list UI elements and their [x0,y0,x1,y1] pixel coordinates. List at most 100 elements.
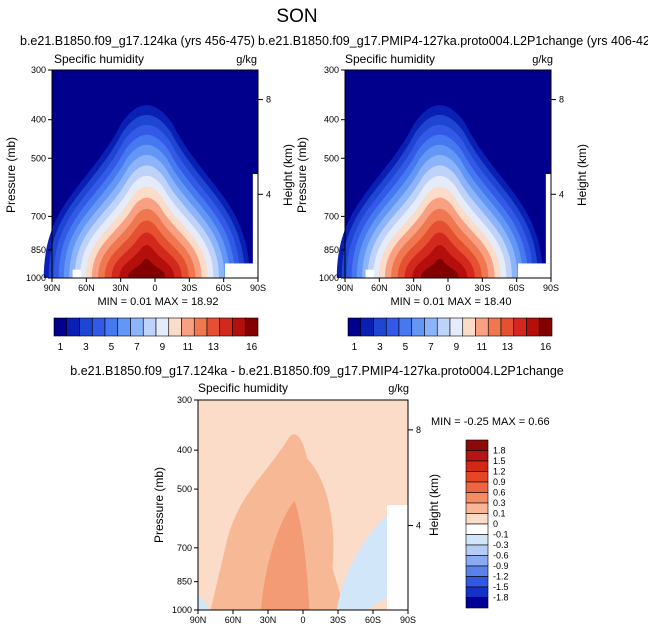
colorbar-label: -0.9 [493,561,509,571]
x-tick-label: 60S [365,615,381,625]
y-tick-label: 700 [324,211,339,221]
panel-a-title: b.e21.B1850.f09_g17.124ka (yrs 456-475) [20,34,255,48]
panel-diff-plot: 90N 60N 30N 0 30S 60S 90S 300 400 500 700 850 1000 8 4 [172,395,421,625]
x-tick-label: 60N [371,283,388,293]
colorbar-label: 1.2 [493,467,506,477]
colorbar-swatch [424,317,438,337]
colorbar-swatch [465,460,489,472]
panel-diff: b.e21.B1850.f09_g17.124ka - b.e21.B1850.… [70,364,563,625]
x-tick-label: 90S [250,283,266,293]
x-tick-label: 60N [225,615,242,625]
colorbar-swatch [79,317,93,337]
colorbar-label: 3 [377,342,383,353]
y2-tick-label: 4 [416,520,421,530]
colorbar-swatch [526,317,540,337]
colorbar-swatch [193,317,208,337]
colorbar-label: 9 [160,342,166,353]
colorbar-label: 0 [493,519,498,529]
contour-band-core [261,500,310,610]
colorbar-swatch [465,523,489,535]
x-tick-label: 0 [445,283,450,293]
colorbar-label: 1 [58,342,64,353]
colorbar-label: 5 [403,342,409,353]
x-tick-label: 90N [337,283,354,293]
topography-mask [225,263,258,278]
colorbar-swatch [91,317,106,337]
colorbar-swatch [398,317,413,337]
colorbar-swatch [232,317,246,337]
x-tick-label: 30S [181,283,197,293]
x-tick-label: 0 [300,615,305,625]
y-tick-label: 850 [324,245,339,255]
figure-title: SON [276,6,317,27]
y-tick-label: 1000 [319,273,339,283]
x-tick-label: 90S [400,615,416,625]
colorbar-label: 1.8 [493,446,506,456]
colorbar-label: 1.5 [493,456,506,466]
colorbar-label: 1 [352,342,358,353]
x-tick-label: 30N [112,283,129,293]
colorbar-label: 11 [183,342,194,353]
y-tick-label: 400 [31,115,46,125]
colorbar-swatch [465,597,489,609]
colorbar-swatch [513,317,527,337]
topography-mask [545,174,551,264]
colorbar-label: 7 [134,342,140,353]
y-tick-label: 700 [31,211,46,221]
colorbar-swatch [130,317,144,337]
colorbar-swatch [219,317,233,337]
colorbar-swatch [500,317,515,337]
y-tick-label: 300 [31,65,46,75]
y-tick-label: 500 [177,484,192,494]
x-tick-label: 30N [405,283,422,293]
panel-b-plot: 90N 60N 30N 0 30S 60S 90S 300 400 500 700 850 1000 8 4 [319,65,564,293]
y2-tick-label: 4 [266,189,271,199]
y-tick-label: 1000 [26,273,46,283]
panel-a-units: g/kg [236,54,257,66]
contour-band [420,258,459,278]
colorbar-swatch [347,317,362,337]
colorbar-swatch [373,317,387,337]
colorbar-label: -1.2 [493,572,509,582]
panel-b-stats: MIN = 0.01 MAX = 18.40 [390,296,511,308]
panel-b-variable: Specific humidity [345,52,435,66]
colorbar-swatch [360,317,374,337]
colorbar-label: -1.5 [493,582,509,592]
y2-tick-label: 8 [559,95,564,105]
x-tick-label: 30S [330,615,346,625]
contour-band-negative [198,593,211,610]
panel-a-variable: Specific humidity [54,52,144,66]
colorbar-swatch [411,317,425,337]
colorbar-swatch [449,317,464,337]
y-tick-label: 500 [324,153,339,163]
colorbar-swatch [465,513,489,525]
colorbar-swatch [538,317,553,337]
colorbar-label: -0.6 [493,551,509,561]
colorbar-swatch [53,317,68,337]
colorbar-label: -0.3 [493,540,509,550]
colorbar-swatch [465,471,489,483]
x-tick-label: 30N [260,615,277,625]
colorbar-swatch [104,317,119,337]
colorbar-swatch [465,555,489,567]
x-tick-label: 30S [474,283,490,293]
colorbar-label: -1.8 [493,593,509,603]
topography-mask [387,505,408,610]
x-tick-label: 60S [216,283,232,293]
panel-diff-ylabel: Pressure (mb) [152,467,166,543]
colorbar-label: 0.3 [493,498,506,508]
colorbar-swatch [142,317,157,337]
y2-tick-label: 8 [266,95,271,105]
colorbar-label: 13 [208,342,220,353]
colorbar-swatch [475,317,489,337]
y-tick-label: 1000 [172,605,192,615]
topography-mask [72,269,81,278]
colorbar-swatch [66,317,80,337]
panel-b-ylabel: Pressure (mb) [295,137,309,213]
colorbar-label: 7 [428,342,434,353]
y-tick-label: 850 [177,577,192,587]
panel-a-ylabel: Pressure (mb) [4,137,18,213]
panel-b-colorbar: 1 3 5 7 9 11 13 16 [347,317,553,353]
panel-b-title-backdrop [257,32,627,48]
panel-b-title: b.e21.B1850.f09_g17.PMIP4-127ka.proto004… [258,34,648,48]
